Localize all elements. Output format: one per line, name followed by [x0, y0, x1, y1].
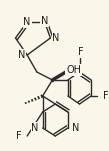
- Text: F: F: [103, 91, 108, 101]
- Text: F: F: [16, 131, 21, 141]
- Text: N: N: [52, 33, 60, 43]
- Text: N: N: [31, 123, 39, 133]
- Text: N: N: [23, 17, 31, 27]
- Text: OH: OH: [66, 65, 81, 75]
- Text: N: N: [72, 123, 79, 133]
- Text: N: N: [18, 50, 25, 60]
- Text: N: N: [41, 16, 48, 26]
- Text: F: F: [78, 47, 83, 57]
